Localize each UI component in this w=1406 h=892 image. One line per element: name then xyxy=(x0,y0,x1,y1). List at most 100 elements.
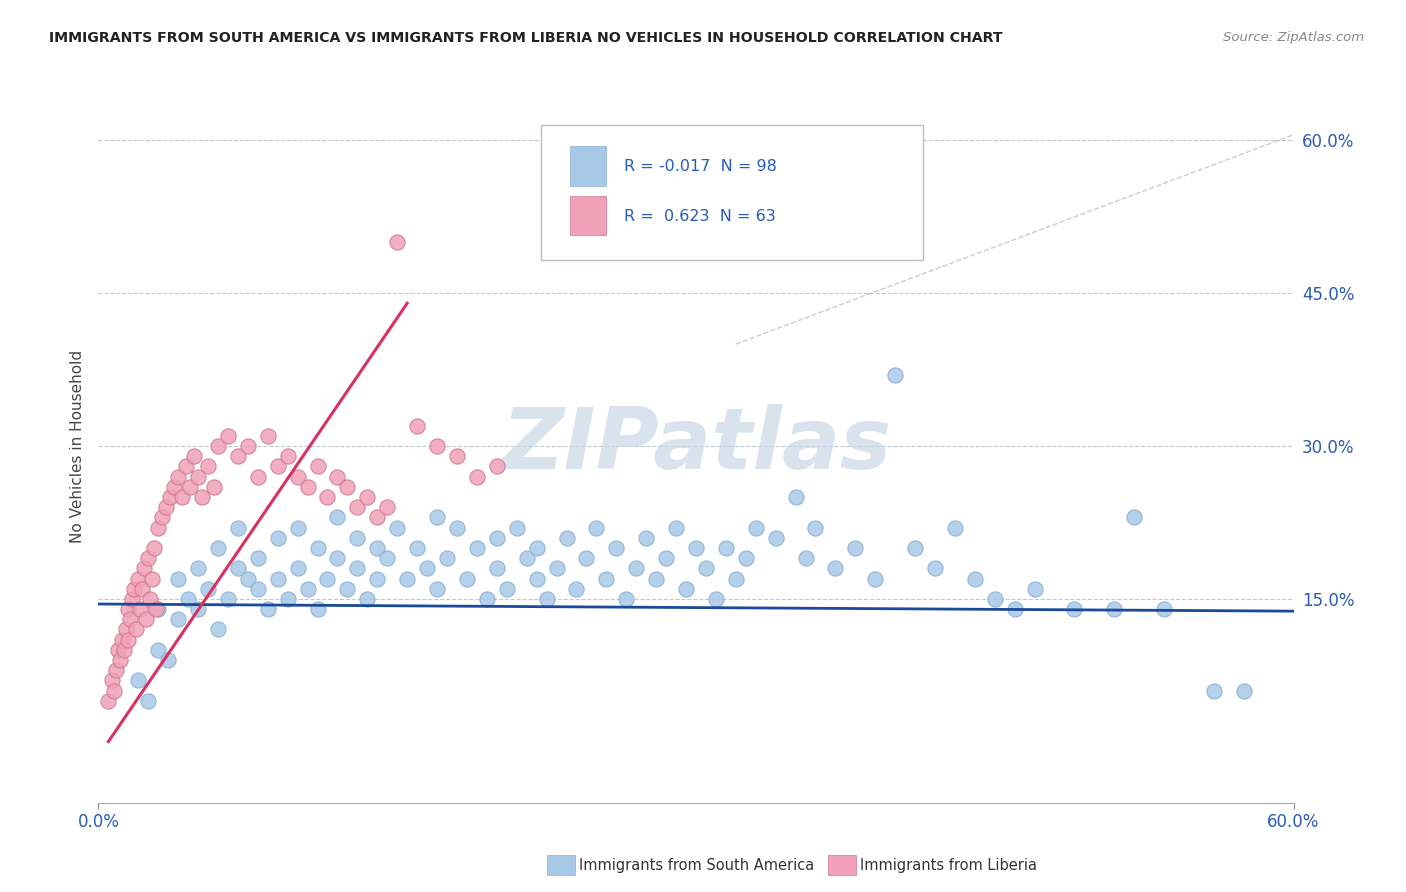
Point xyxy=(121,591,143,606)
Point xyxy=(526,541,548,555)
Point xyxy=(346,500,368,515)
Point xyxy=(111,632,134,647)
Point xyxy=(197,459,219,474)
Point xyxy=(267,572,290,586)
Point xyxy=(163,480,186,494)
Point xyxy=(150,510,173,524)
Point xyxy=(565,582,588,596)
Point xyxy=(134,561,156,575)
Point xyxy=(724,572,747,586)
Point xyxy=(765,531,787,545)
Point xyxy=(159,490,181,504)
Point xyxy=(385,235,409,249)
Point xyxy=(446,520,468,534)
Point xyxy=(884,368,907,382)
Point xyxy=(436,551,458,566)
Point xyxy=(267,531,290,545)
Point xyxy=(485,531,508,545)
Point xyxy=(984,591,1007,606)
Point xyxy=(139,591,162,606)
Point xyxy=(1004,602,1026,616)
Point xyxy=(207,439,229,453)
Point xyxy=(307,602,329,616)
Point xyxy=(125,623,148,637)
Point xyxy=(135,612,157,626)
Point xyxy=(356,490,378,504)
Point xyxy=(148,520,170,534)
Point xyxy=(110,653,132,667)
Point xyxy=(446,449,468,463)
Point xyxy=(316,490,339,504)
Point xyxy=(366,541,388,555)
Point xyxy=(714,541,737,555)
Text: ZIPatlas: ZIPatlas xyxy=(501,404,891,488)
Point xyxy=(267,459,290,474)
Point xyxy=(236,439,259,453)
Point xyxy=(695,561,717,575)
Point xyxy=(143,541,166,555)
Point xyxy=(155,500,177,515)
Point xyxy=(179,480,201,494)
Point xyxy=(197,582,219,596)
Point xyxy=(495,582,517,596)
Point xyxy=(943,520,966,534)
Point xyxy=(1153,602,1175,616)
Point xyxy=(246,551,269,566)
Point xyxy=(174,459,197,474)
Point xyxy=(685,541,707,555)
Y-axis label: No Vehicles in Household: No Vehicles in Household xyxy=(69,350,84,542)
Point xyxy=(326,551,349,566)
Point xyxy=(346,561,368,575)
Point xyxy=(157,653,180,667)
Point xyxy=(546,561,568,575)
Point xyxy=(256,429,278,443)
Point xyxy=(675,582,697,596)
Point xyxy=(187,602,209,616)
Point xyxy=(103,683,125,698)
Point xyxy=(963,572,986,586)
Point xyxy=(226,520,249,534)
Point xyxy=(131,582,153,596)
Point xyxy=(183,449,205,463)
Point xyxy=(97,694,120,708)
Point xyxy=(226,561,249,575)
Point xyxy=(256,602,278,616)
Point xyxy=(307,459,329,474)
Point xyxy=(127,572,149,586)
Point xyxy=(356,591,378,606)
Point xyxy=(141,572,163,586)
Point xyxy=(336,480,359,494)
Point xyxy=(375,500,398,515)
Point xyxy=(236,572,259,586)
Point xyxy=(115,623,138,637)
FancyBboxPatch shape xyxy=(541,125,922,260)
Point xyxy=(187,561,209,575)
Point xyxy=(187,469,209,483)
Point xyxy=(226,449,249,463)
Point xyxy=(148,643,170,657)
Point xyxy=(366,572,388,586)
Point xyxy=(785,490,807,504)
Point xyxy=(485,561,508,575)
Point xyxy=(865,572,887,586)
Text: R =  0.623  N = 63: R = 0.623 N = 63 xyxy=(624,209,776,224)
Point xyxy=(375,551,398,566)
Point xyxy=(217,591,239,606)
Point xyxy=(536,591,558,606)
Point xyxy=(277,449,299,463)
Point xyxy=(105,663,128,677)
Point xyxy=(167,469,190,483)
Text: Immigrants from Liberia: Immigrants from Liberia xyxy=(860,858,1038,872)
Point xyxy=(794,551,817,566)
Point xyxy=(426,510,449,524)
Point xyxy=(704,591,727,606)
Point xyxy=(124,582,146,596)
Point xyxy=(1202,683,1225,698)
Point xyxy=(506,520,529,534)
Point xyxy=(246,469,269,483)
Point xyxy=(107,643,129,657)
Text: Source: ZipAtlas.com: Source: ZipAtlas.com xyxy=(1223,31,1364,45)
Point xyxy=(406,418,429,433)
Point xyxy=(475,591,498,606)
Point xyxy=(120,612,142,626)
